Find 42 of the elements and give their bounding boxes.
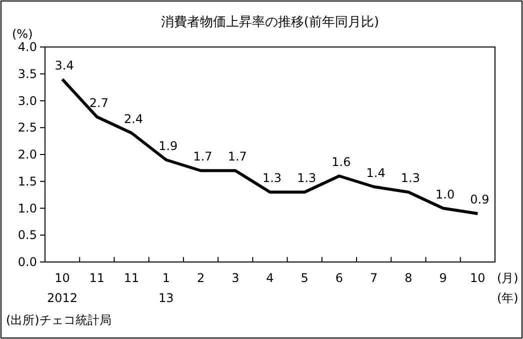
- ytick: 2.0: [18, 148, 37, 162]
- xtick: 8: [404, 271, 412, 285]
- xtick: 10: [54, 271, 70, 285]
- data-label: 1.3: [262, 171, 282, 186]
- xtick: 2: [196, 271, 205, 285]
- ytick: 2.5: [18, 120, 37, 135]
- xtick: 11: [89, 271, 105, 285]
- ytick: 1.0: [18, 201, 37, 216]
- ylabel: (%): [12, 27, 33, 41]
- annotation: (年): [497, 291, 518, 305]
- data-label: 1.6: [332, 155, 351, 169]
- xtick: 5: [300, 271, 308, 285]
- data-label: 1.3: [400, 171, 420, 186]
- xtick: 7: [370, 271, 378, 285]
- ytick: 0.5: [18, 228, 37, 242]
- ytick: 3.5: [18, 66, 37, 81]
- xtick: 1: [162, 271, 170, 285]
- data-label: 1.9: [158, 138, 178, 153]
- data-label: 1.7: [193, 150, 212, 164]
- annotation: (出所)チェコ統計局: [6, 313, 112, 327]
- xtick: 4: [266, 271, 274, 285]
- xtick: 11: [124, 271, 140, 285]
- ytick: 0.0: [18, 255, 37, 269]
- data-label: 0.9: [470, 192, 490, 207]
- xtick: 3: [232, 271, 240, 285]
- xtick: 6: [335, 271, 344, 285]
- data-label: 1.0: [436, 187, 455, 202]
- title: 消費者物価上昇率の推移(前年同月比): [160, 15, 380, 30]
- data-label: 1.3: [297, 171, 316, 186]
- data-label: 2.4: [124, 112, 144, 126]
- ytick: 4.0: [18, 40, 37, 54]
- data-label: 2.7: [89, 96, 108, 110]
- annotation: 2012: [47, 291, 78, 305]
- data-label: 3.4: [54, 58, 74, 72]
- ytick: 3.0: [18, 94, 37, 108]
- data-label: 1.4: [366, 166, 386, 180]
- xtick: 10: [470, 271, 486, 285]
- xtick: 9: [439, 271, 447, 285]
- annotation: 13: [158, 291, 174, 305]
- ytick: 1.5: [18, 174, 37, 188]
- data-label: 1.7: [228, 150, 247, 164]
- xlabel: (月): [497, 271, 518, 285]
